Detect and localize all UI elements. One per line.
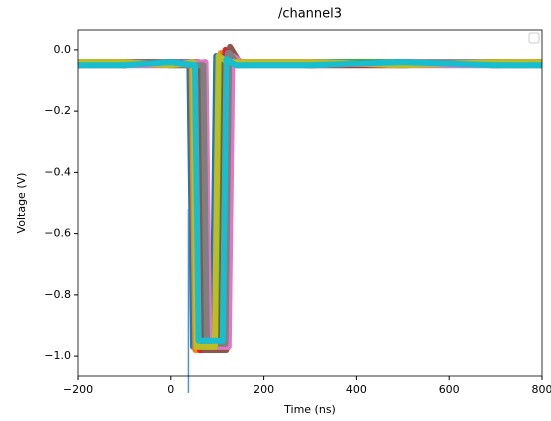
y-tick-label: 0.0 xyxy=(54,43,72,56)
chart-title: /channel3 xyxy=(278,7,342,22)
y-tick-label: −0.4 xyxy=(44,165,71,178)
trace xyxy=(77,43,542,353)
trace xyxy=(78,56,542,344)
axes-frame xyxy=(77,29,543,377)
plot-area xyxy=(77,43,543,393)
trace xyxy=(78,53,542,350)
x-tick-label: 400 xyxy=(346,383,367,396)
y-tick-label: −0.6 xyxy=(44,227,71,240)
trace xyxy=(78,46,543,353)
trace xyxy=(77,53,543,350)
trace xyxy=(77,49,542,350)
x-axis-label: Time (ns) xyxy=(283,403,336,416)
y-tick-label: −0.8 xyxy=(44,288,71,301)
legend-box xyxy=(528,32,540,44)
x-tick-label: 200 xyxy=(253,383,274,396)
trace xyxy=(77,49,543,347)
x-tick-label: −200 xyxy=(63,383,93,396)
y-tick-label: −0.2 xyxy=(44,104,71,117)
y-axis-label: Voltage (V) xyxy=(15,173,28,234)
x-tick-label: 800 xyxy=(532,383,551,396)
y-tick-label: −1.0 xyxy=(44,349,71,362)
x-tick-label: 600 xyxy=(439,383,460,396)
trace xyxy=(77,49,543,353)
trace xyxy=(78,53,543,350)
x-tick-label: 0 xyxy=(167,383,174,396)
trace xyxy=(77,53,543,350)
